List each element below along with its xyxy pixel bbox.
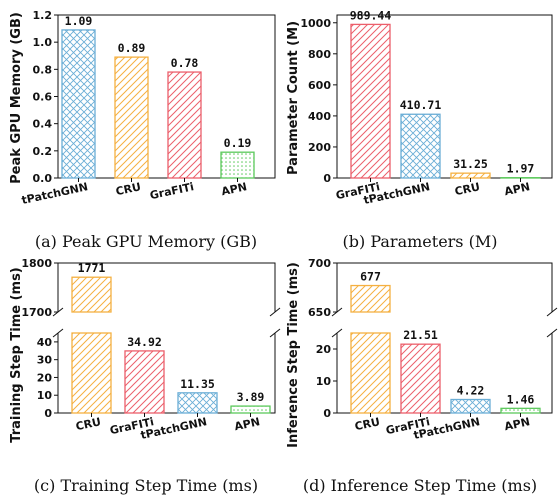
x-tick-label: tPatchGNN bbox=[20, 180, 89, 207]
bar-cru bbox=[71, 276, 112, 313]
value-label: 0.78 bbox=[171, 56, 199, 70]
bar-apn bbox=[230, 405, 271, 414]
chart-marks: 0.0 0.2 0.4 0.6 0.8 1.0 1.2 1.09 tPatchGNN 0.89 CR… bbox=[20, 8, 558, 442]
x-tick-label: APN bbox=[220, 180, 248, 198]
lower-frame bbox=[57, 333, 276, 414]
bar-grafiti bbox=[400, 343, 441, 414]
bar-tpatchgnn bbox=[400, 113, 441, 179]
y-tick-label: 30 bbox=[37, 354, 53, 367]
value-label: 0.19 bbox=[224, 136, 252, 150]
bar-tpatchgnn bbox=[61, 29, 96, 179]
panel-a-ylabel: Peak GPU Memory (GB) bbox=[9, 12, 24, 184]
value-label: 410.71 bbox=[400, 98, 442, 112]
panel-1-plot: 02004006008001000989.44GraFITi410.71tPat… bbox=[300, 8, 553, 207]
axis-break-mark bbox=[546, 328, 558, 338]
value-label: 677 bbox=[360, 270, 381, 284]
y-tick-label: 1700 bbox=[21, 306, 52, 319]
y-tick-label: 0 bbox=[323, 172, 331, 185]
y-tick-label: 0.6 bbox=[33, 91, 53, 104]
y-tick-label: 600 bbox=[308, 79, 331, 92]
panel-b-caption: (b) Parameters (M) bbox=[343, 232, 498, 251]
y-tick-label: 800 bbox=[308, 48, 331, 61]
panel-d: Inference Step Time (ms) (d) Inference S… bbox=[286, 262, 537, 495]
panel-b: Parameter Count (M) (b) Parameters (M) bbox=[286, 21, 497, 251]
bar-cru bbox=[350, 332, 391, 414]
panel-c-caption: (c) Training Step Time (ms) bbox=[34, 476, 258, 495]
bar-cru bbox=[114, 56, 149, 179]
y-tick-label: 0.0 bbox=[33, 172, 53, 185]
axis-break-mark bbox=[269, 307, 281, 317]
y-tick-label: 700 bbox=[308, 257, 331, 270]
axis-break-mark bbox=[52, 328, 64, 338]
y-tick-label: 0 bbox=[44, 407, 52, 420]
bar-tpatchgnn bbox=[450, 398, 491, 414]
y-tick-label: 400 bbox=[308, 110, 331, 123]
value-label: 21.51 bbox=[403, 328, 438, 342]
bar-apn bbox=[220, 151, 255, 179]
x-tick-label: APN bbox=[503, 415, 531, 433]
y-tick-label: 650 bbox=[308, 306, 331, 319]
x-tick-label: CRU bbox=[453, 180, 481, 198]
x-tick-label: GraFITi bbox=[149, 180, 195, 202]
panel-c-ylabel: Training Step Time (ms) bbox=[9, 267, 24, 442]
value-label: 4.22 bbox=[457, 383, 485, 397]
y-tick-label: 20 bbox=[37, 371, 53, 384]
bar-cru bbox=[350, 284, 391, 313]
panel-a-caption: (a) Peak GPU Memory (GB) bbox=[35, 232, 257, 251]
y-tick-label: 1.0 bbox=[33, 36, 53, 49]
y-tick-label: 10 bbox=[316, 375, 332, 388]
value-label: 1.46 bbox=[507, 392, 535, 406]
panel-a: Peak GPU Memory (GB) (a) Peak GPU Memory… bbox=[9, 12, 257, 251]
panel-d-ylabel: Inference Step Time (ms) bbox=[286, 262, 301, 448]
bar-cru bbox=[450, 172, 491, 179]
bar-grafiti bbox=[350, 23, 391, 179]
lower-frame bbox=[336, 333, 553, 414]
y-tick-label: 200 bbox=[308, 141, 331, 154]
value-label: 34.92 bbox=[127, 335, 162, 349]
x-tick-label: APN bbox=[503, 180, 531, 198]
x-tick-label: CRU bbox=[353, 415, 381, 433]
y-tick-label: 1000 bbox=[300, 17, 331, 30]
x-tick-label: CRU bbox=[114, 180, 142, 198]
panel-2-plot: 170018000102030401771CRU34.92GraFITi11.3… bbox=[21, 257, 281, 442]
bar-grafiti bbox=[124, 350, 165, 414]
x-tick-label: CRU bbox=[74, 415, 102, 433]
axis-break-mark bbox=[546, 307, 558, 317]
y-tick-label: 0 bbox=[323, 407, 331, 420]
bar-cru bbox=[71, 332, 112, 414]
panel-b-ylabel: Parameter Count (M) bbox=[286, 21, 301, 175]
panel-0-plot: 0.0 0.2 0.4 0.6 0.8 1.0 1.2 1.09 tPatchGNN 0.89 CR… bbox=[20, 9, 276, 207]
x-tick-label: APN bbox=[233, 415, 261, 433]
value-label: 1.09 bbox=[65, 14, 93, 28]
plot-frame bbox=[336, 14, 553, 179]
panel-c: Training Step Time (ms) (c) Training Ste… bbox=[9, 267, 258, 495]
value-label: 1.97 bbox=[507, 162, 535, 176]
y-tick-label: 20 bbox=[316, 343, 332, 356]
axis-break-mark bbox=[331, 328, 343, 338]
upper-frame bbox=[336, 262, 553, 312]
y-tick-label: 1.2 bbox=[33, 9, 53, 22]
bar-tpatchgnn bbox=[177, 392, 218, 414]
value-label: 31.25 bbox=[453, 157, 488, 171]
value-label: 11.35 bbox=[180, 377, 215, 391]
upper-frame bbox=[57, 262, 276, 312]
y-tick-label: 0.2 bbox=[33, 145, 53, 158]
bar-grafiti bbox=[167, 71, 202, 179]
bar-apn bbox=[500, 407, 541, 414]
value-label: 0.89 bbox=[118, 41, 146, 55]
value-label: 3.89 bbox=[237, 390, 265, 404]
y-tick-label: 1800 bbox=[21, 257, 52, 270]
panel-d-caption: (d) Inference Step Time (ms) bbox=[303, 476, 537, 495]
value-label: 1771 bbox=[78, 261, 106, 275]
y-tick-label: 40 bbox=[37, 336, 53, 349]
panel-3-plot: 65070001020677CRU21.51GraFITi4.22tPatchG… bbox=[308, 257, 558, 442]
y-tick-label: 0.8 bbox=[33, 63, 53, 76]
y-tick-label: 0.4 bbox=[33, 118, 53, 131]
value-label: 989.44 bbox=[350, 8, 392, 22]
y-tick-label: 10 bbox=[37, 389, 53, 402]
axis-break-mark bbox=[269, 328, 281, 338]
